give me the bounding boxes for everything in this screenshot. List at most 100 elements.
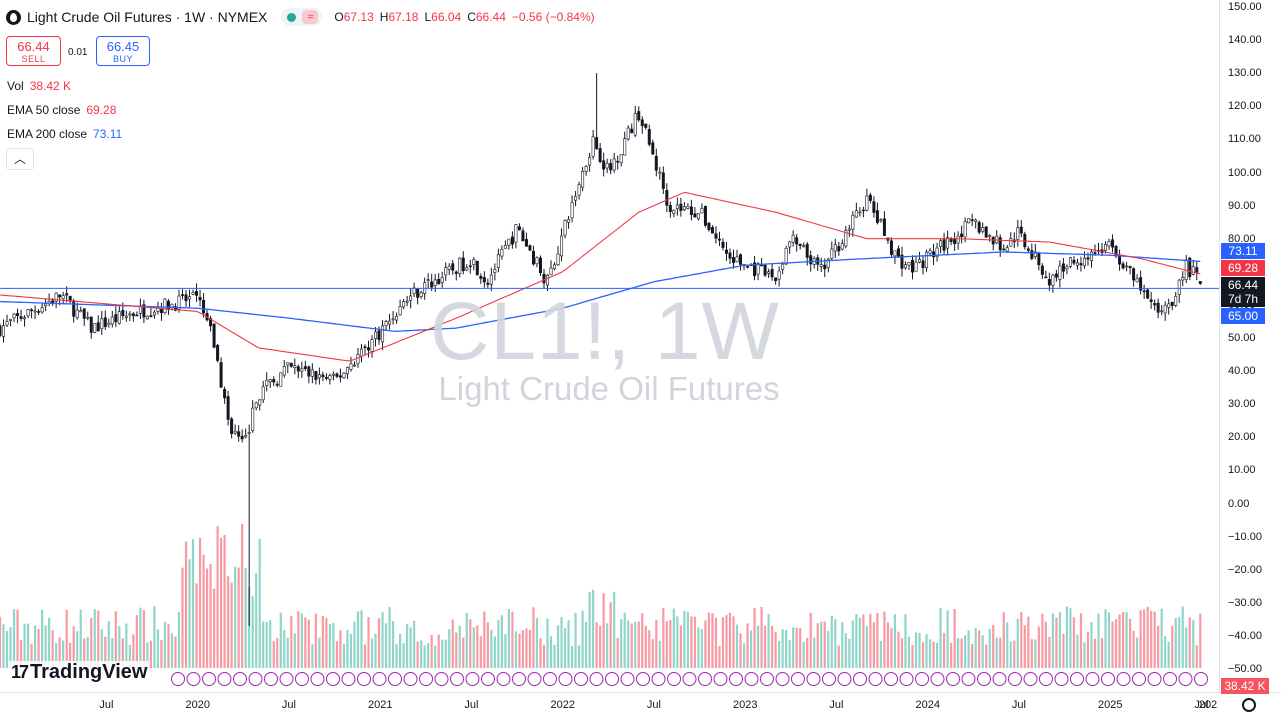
candle-body: [93, 323, 97, 333]
dividend-event-marker: [1132, 672, 1146, 686]
candle-body: [335, 373, 339, 377]
candle-body: [275, 383, 279, 386]
volume-bar: [163, 621, 167, 668]
dividend-event-marker: [326, 672, 340, 686]
dividend-event-marker: [760, 672, 774, 686]
candle-body: [440, 277, 444, 283]
volume-bar: [69, 642, 72, 668]
candle-body: [851, 214, 855, 230]
volume-bar: [753, 608, 756, 668]
candle-body: [377, 330, 381, 340]
volume-bar: [907, 636, 911, 668]
volume-bar: [1034, 639, 1037, 668]
candle-body: [833, 244, 837, 252]
volume-bar: [763, 625, 767, 668]
time-tick-label: 2024: [915, 699, 940, 711]
candle-body: [661, 172, 665, 189]
volume-bar: [711, 613, 714, 668]
volume-bar: [714, 617, 718, 668]
volume-bar: [704, 620, 707, 668]
candle-body: [86, 316, 90, 319]
volume-bar: [672, 608, 675, 668]
candle-body: [100, 318, 104, 329]
settings-gear-icon[interactable]: [1242, 698, 1256, 712]
volume-bar: [493, 636, 496, 668]
volume-bar: [462, 637, 465, 668]
dividend-event-marker: [264, 672, 278, 686]
candle-body: [563, 220, 567, 236]
candle-body: [574, 196, 578, 201]
volume-bar: [188, 559, 191, 668]
candle-body: [293, 365, 297, 368]
candle-body: [714, 233, 718, 239]
candle-body: [247, 432, 251, 434]
candle-body: [981, 227, 985, 232]
volume-bar: [44, 625, 47, 668]
price-tick-label: −10.00: [1228, 530, 1262, 543]
price-tick-label: −30.00: [1228, 596, 1262, 609]
volume-bar: [581, 610, 584, 668]
legend-volume[interactable]: Vol 38.42 K: [7, 79, 72, 93]
dividend-event-marker: [620, 672, 635, 686]
buy-button[interactable]: 66.45 BUY: [96, 36, 150, 66]
ohlc-high: H67.18: [379, 10, 419, 24]
sell-button[interactable]: 66.44 SELL: [6, 36, 61, 66]
candle-body: [640, 119, 644, 127]
volume-bar: [97, 610, 100, 668]
volume-bar: [771, 626, 774, 668]
candle-body: [696, 213, 700, 220]
collapse-legend-button[interactable]: ︿: [6, 148, 34, 170]
candle-body: [1079, 263, 1083, 266]
candle-body: [935, 247, 939, 257]
candle-body: [1121, 263, 1125, 269]
candle-body: [1139, 277, 1143, 291]
candle-body: [388, 320, 392, 325]
dividend-event-marker: [450, 672, 464, 686]
dividend-event-marker: [1178, 672, 1193, 686]
dividend-event-marker: [698, 672, 712, 686]
volume-bar: [1058, 612, 1062, 668]
volume-bar: [855, 614, 858, 668]
volume-bar: [300, 613, 303, 668]
candle-body: [426, 279, 430, 281]
time-tick-label: Jul: [99, 699, 114, 711]
candle-body: [173, 306, 177, 311]
volume-bar: [1079, 613, 1083, 668]
volume-bar: [707, 612, 711, 668]
volume-bar: [862, 614, 865, 668]
candle-body: [5, 321, 9, 326]
candle-body: [616, 160, 620, 163]
volume-bar: [623, 612, 626, 668]
volume-bar: [939, 608, 942, 668]
candle-body: [774, 277, 778, 281]
ohlc-open: O67.13: [334, 10, 374, 24]
candle-body: [1156, 302, 1160, 313]
sell-price: 66.44: [17, 39, 50, 54]
candle-body: [82, 308, 86, 319]
dividend-event-marker: [977, 672, 991, 686]
volume-bar: [293, 633, 296, 668]
volume-bar: [942, 632, 946, 668]
volume-bar: [51, 630, 54, 668]
legend-ema50[interactable]: EMA 50 close 69.28: [7, 103, 117, 117]
candle-body: [802, 245, 806, 247]
volume-bar: [883, 611, 886, 668]
volume-bar: [255, 573, 258, 668]
hline-price-label[interactable]: 65.00: [1221, 308, 1265, 324]
candle-body: [967, 218, 971, 224]
candle-body: [1174, 295, 1178, 306]
tradingview-logo[interactable]: 17 TradingView: [9, 661, 150, 684]
market-status-pill[interactable]: ≈: [281, 8, 323, 26]
candle-body: [907, 261, 911, 266]
legend-ema200[interactable]: EMA 200 close 73.11: [7, 127, 123, 141]
volume-bar: [149, 640, 153, 668]
volume-bar: [876, 613, 879, 668]
volume-bar: [521, 630, 525, 668]
candle-body: [384, 321, 388, 326]
symbol-title[interactable]: Light Crude Oil Futures · 1W · NYMEX: [27, 9, 268, 25]
chart-header: Light Crude Oil Futures · 1W · NYMEX ≈ O…: [6, 8, 601, 26]
dividend-event-marker: [186, 672, 201, 686]
candle-body: [416, 288, 420, 298]
volume-bar: [546, 618, 549, 668]
